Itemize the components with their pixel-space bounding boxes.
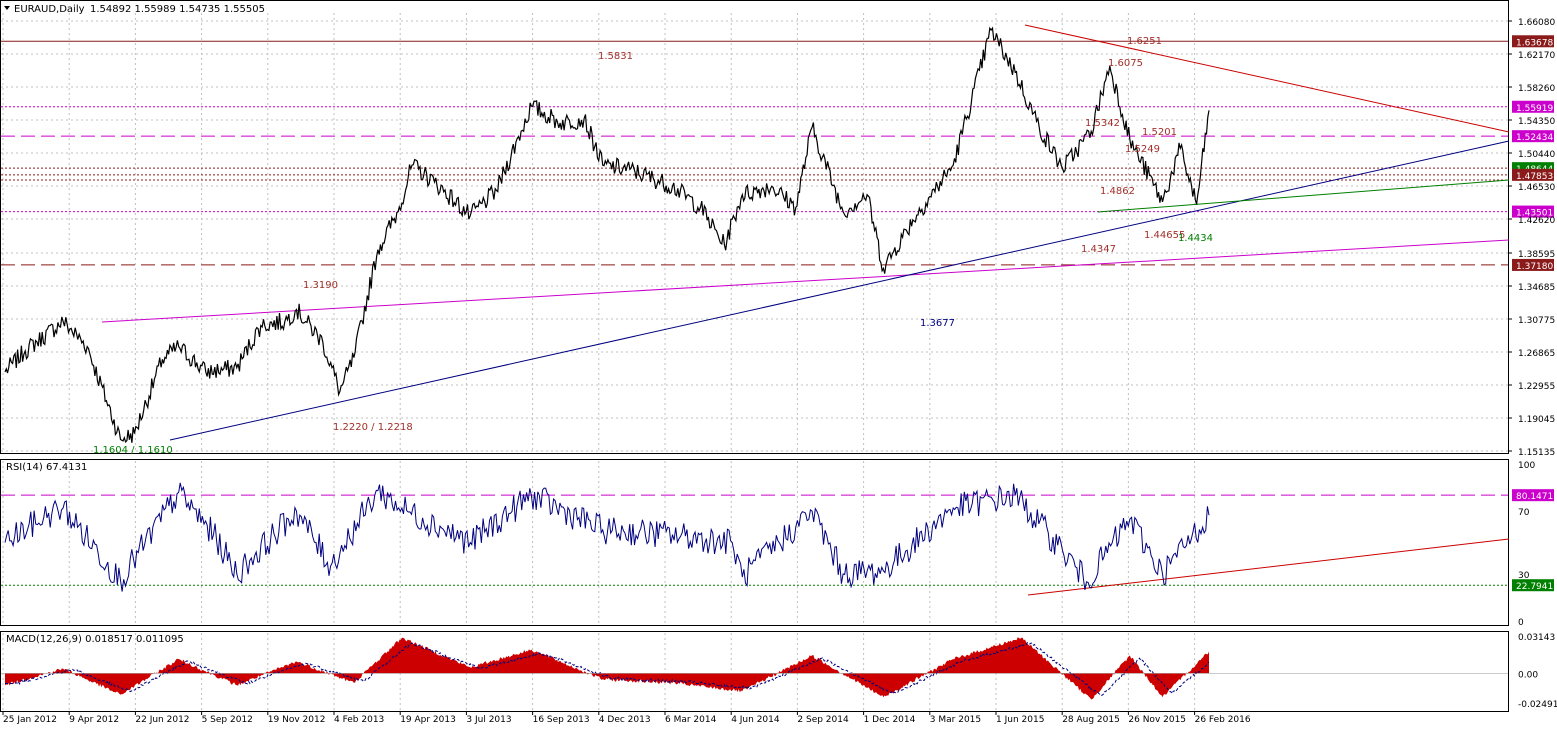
level-badge (1512, 168, 1554, 181)
macd-panel-frame (0, 631, 1509, 712)
price-annotation: 1.2220 / 1.2218 (333, 422, 413, 433)
price-tick-label: 1.66080 (1518, 18, 1555, 28)
level-badge (1512, 35, 1554, 48)
x-tick-label: 4 Dec 2013 (599, 715, 651, 725)
level-badge-label: 1.37180 (1516, 262, 1553, 272)
dropdown-triangle-icon[interactable] (4, 6, 10, 10)
level-badge-label: 1.43501 (1516, 209, 1553, 219)
price-y-axis: 1.66080 1.62170 1.58260 1.54350 1.50440 1.465… (1508, 18, 1555, 458)
ohlc-values: 1.54892 1.55989 1.54735 1.55505 (90, 4, 265, 15)
price-series (4, 26, 1210, 444)
level-badge-label: 1.63678 (1516, 38, 1553, 48)
price-annotation: 1.4347 (1081, 244, 1116, 255)
macd-tick-label: 0.00 (1518, 670, 1538, 680)
rsi-trendline (1027, 538, 1510, 596)
price-tick-label: 1.62170 (1518, 51, 1555, 61)
level-badge (1512, 130, 1554, 143)
price-tick-label: 1.19045 (1518, 415, 1555, 425)
price-annotation: 1.4862 (1100, 186, 1135, 197)
level-badge-label: 1.55919 (1516, 104, 1553, 114)
price-tick-label: 1.26865 (1518, 349, 1555, 359)
price-tick-label: 1.22955 (1518, 382, 1555, 392)
x-tick-label: 4 Feb 2013 (334, 715, 384, 725)
rsi-series (4, 482, 1210, 592)
price-tick-label: 1.58260 (1518, 84, 1555, 94)
price-line (4, 26, 1210, 444)
x-tick-label: 1 Jun 2015 (996, 715, 1044, 725)
rsi-level-badge (1512, 489, 1554, 502)
rsi-levels: 80.1471 22.7941 (1, 489, 1554, 596)
rsi-tick-label: 100 (1518, 461, 1535, 471)
rsi-title: RSI(14) 67.4131 (6, 462, 87, 473)
rsi-tick-label: 70 (1518, 508, 1530, 518)
price-annotation: 1.5342 (1085, 118, 1120, 129)
x-tick-label: 4 Jun 2014 (731, 715, 780, 725)
rsi-level-badge (1512, 579, 1554, 592)
x-tick-label: 28 Aug 2015 (1062, 715, 1120, 725)
macd-series (1, 637, 1508, 700)
rsi-y-axis: 100 70 30 0 (1518, 461, 1535, 628)
price-annotation: 1.5831 (598, 51, 633, 62)
x-tick-label: 9 Apr 2012 (69, 715, 119, 725)
price-tick-label: 1.42620 (1518, 216, 1555, 226)
x-tick-label: 6 Mar 2014 (665, 715, 717, 725)
x-tick-label: 1 Dec 2014 (864, 715, 916, 725)
rsi-tick-label: 30 (1518, 571, 1530, 581)
macd-tick-label: 0.03143 (1518, 633, 1555, 643)
x-tick-label: 2 Sep 2014 (797, 715, 849, 725)
level-badge-label: 1.52434 (1516, 133, 1553, 143)
macd-tick-label: -0.02491 (1518, 700, 1557, 710)
level-badge (1512, 100, 1554, 113)
level-badge-label: 1.47853 (1516, 172, 1553, 182)
x-tick-label: 3 Mar 2015 (930, 715, 981, 725)
x-tick-label: 26 Nov 2015 (1128, 715, 1186, 725)
macd-histogram (5, 637, 1209, 700)
price-annotation: 1.4434 (1178, 233, 1213, 244)
x-tick-label: 25 Jan 2012 (3, 715, 57, 725)
price-annotation: 1.5249 (1125, 144, 1160, 155)
price-annotation: 1.3677 (920, 318, 955, 329)
rsi-tick-label: 0 (1518, 618, 1524, 628)
price-annotation: 1.3190 (303, 280, 338, 291)
price-annotations: 1.5831 1.6251 1.6075 1.5342 1.5249 1.5201 1.48… (93, 36, 1213, 456)
x-tick-label: 3 Jul 2013 (466, 715, 511, 725)
macd-y-axis: 0.03143 0.00 -0.02491 (1518, 633, 1557, 710)
price-tick-label: 1.50440 (1518, 150, 1555, 160)
price-annotation: 1.6075 (1108, 58, 1143, 69)
trendlines (101, 24, 1510, 441)
price-annotation: 1.1604 / 1.1610 (93, 445, 173, 456)
macd-signal-line (5, 641, 1210, 697)
macd-title: MACD(12,26,9) 0.018517 0.011095 (6, 634, 184, 645)
price-tick-label: 1.46530 (1518, 183, 1555, 193)
x-tick-label: 19 Apr 2013 (400, 715, 456, 725)
level-badge (1512, 258, 1554, 271)
price-tick-label: 1.30775 (1518, 316, 1555, 326)
price-tick-label: 1.54350 (1518, 117, 1555, 127)
rsi-line (4, 482, 1210, 592)
price-panel-frame (0, 0, 1509, 454)
price-annotation: 1.44655 (1144, 230, 1185, 241)
price-tick-label: 1.38595 (1518, 250, 1555, 260)
price-tick-label: 1.34685 (1518, 283, 1555, 293)
price-annotation: 1.5201 (1142, 127, 1177, 138)
rsi-level-badge-label: 22.7941 (1516, 582, 1553, 592)
x-tick-label: 26 Feb 2016 (1195, 715, 1251, 725)
x-axis: 25 Jan 2012 9 Apr 2012 22 Jun 2012 5 Sep 20… (2, 711, 1251, 725)
grid-lines (1, 13, 1508, 710)
price-horizontal-levels: 1.636781.559191.524341.486441.478531.435… (1, 35, 1554, 272)
x-tick-label: 5 Sep 2012 (202, 715, 253, 725)
symbol-label: EURAUD,Daily (14, 4, 85, 15)
x-tick-label: 19 Nov 2012 (268, 715, 326, 725)
rsi-level-badge-label: 80.1471 (1516, 492, 1553, 502)
price-annotation: 1.6251 (1127, 36, 1162, 47)
level-badge (1512, 205, 1554, 218)
x-tick-label: 16 Sep 2013 (533, 715, 590, 725)
price-tick-label: 1.15135 (1518, 448, 1555, 458)
rsi-panel-frame (0, 459, 1509, 626)
x-tick-label: 22 Jun 2012 (135, 715, 189, 725)
